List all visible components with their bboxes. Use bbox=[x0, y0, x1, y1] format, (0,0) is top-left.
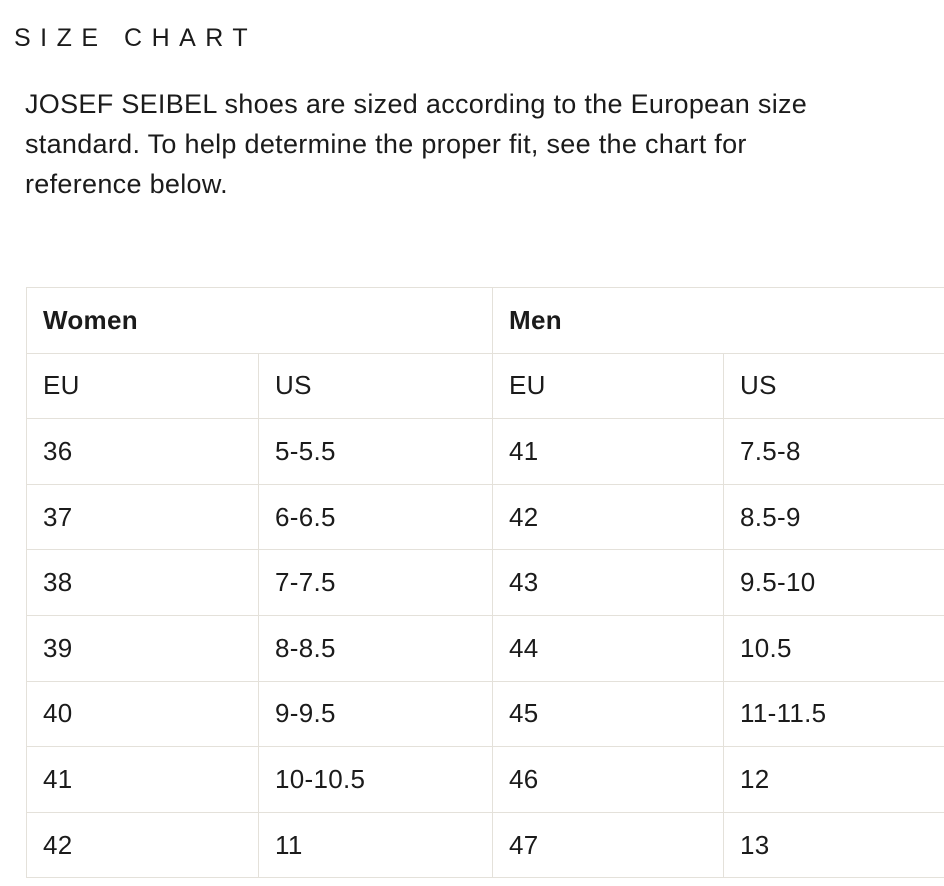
intro-line: standard. To help determine the proper f… bbox=[25, 129, 747, 159]
size-cell: 36 bbox=[26, 418, 259, 485]
size-cell: 11 bbox=[257, 811, 494, 878]
size-table: Women Men EU US EU US 36 5-5.5 41 7.5-8 37 6-… bbox=[26, 287, 944, 878]
table-row: 38 7-7.5 43 9.5-10 bbox=[26, 549, 944, 616]
table-row: 39 8-8.5 44 10.5 bbox=[26, 614, 944, 682]
size-table-body: 36 5-5.5 41 7.5-8 37 6-6.5 42 8.5-9 38 7-7.5 43 9.5… bbox=[26, 418, 944, 878]
size-cell: 42 bbox=[492, 483, 725, 551]
column-header-row: EU US EU US bbox=[26, 352, 944, 420]
table-row: 36 5-5.5 41 7.5-8 bbox=[26, 418, 944, 485]
size-cell: 8.5-9 bbox=[723, 483, 944, 551]
size-cell: 8-8.5 bbox=[257, 614, 494, 682]
intro-paragraph: JOSEF SEIBEL shoes are sized according t… bbox=[25, 84, 944, 204]
size-cell: 42 bbox=[26, 811, 259, 878]
size-table-wrapper: Women Men EU US EU US 36 5-5.5 41 7.5-8 37 6-… bbox=[26, 287, 944, 878]
group-header-men: Men bbox=[492, 287, 944, 354]
size-cell: 45 bbox=[492, 680, 725, 748]
size-cell: 12 bbox=[723, 746, 944, 813]
size-cell: 10.5 bbox=[723, 614, 944, 682]
column-header-men-us: US bbox=[723, 352, 944, 420]
size-cell: 44 bbox=[492, 614, 725, 682]
column-header-women-eu: EU bbox=[26, 352, 259, 420]
size-cell: 5-5.5 bbox=[257, 418, 494, 485]
size-cell: 47 bbox=[492, 811, 725, 878]
size-cell: 41 bbox=[492, 418, 725, 485]
page-title: SIZE CHART bbox=[14, 24, 258, 52]
size-cell: 11-11.5 bbox=[723, 680, 944, 748]
size-cell: 40 bbox=[26, 680, 259, 748]
size-cell: 39 bbox=[26, 614, 259, 682]
group-header-row: Women Men bbox=[26, 287, 944, 354]
size-cell: 7.5-8 bbox=[723, 418, 944, 485]
intro-line: JOSEF SEIBEL shoes are sized according t… bbox=[25, 89, 808, 119]
size-cell: 10-10.5 bbox=[257, 746, 494, 813]
size-cell: 9.5-10 bbox=[723, 549, 944, 616]
table-row: 40 9-9.5 45 11-11.5 bbox=[26, 680, 944, 748]
column-header-men-eu: EU bbox=[492, 352, 725, 420]
size-cell: 43 bbox=[492, 549, 725, 616]
group-header-women: Women bbox=[26, 287, 494, 354]
size-cell: 41 bbox=[26, 746, 259, 813]
table-row: 37 6-6.5 42 8.5-9 bbox=[26, 483, 944, 551]
intro-line: reference below. bbox=[25, 169, 228, 199]
size-cell: 46 bbox=[492, 746, 725, 813]
table-row: 42 11 47 13 bbox=[26, 811, 944, 878]
size-cell: 9-9.5 bbox=[257, 680, 494, 748]
size-cell: 37 bbox=[26, 483, 259, 551]
size-cell: 7-7.5 bbox=[257, 549, 494, 616]
size-cell: 6-6.5 bbox=[257, 483, 494, 551]
size-cell: 38 bbox=[26, 549, 259, 616]
table-row: 41 10-10.5 46 12 bbox=[26, 746, 944, 813]
column-header-women-us: US bbox=[257, 352, 494, 420]
size-cell: 13 bbox=[723, 811, 944, 878]
